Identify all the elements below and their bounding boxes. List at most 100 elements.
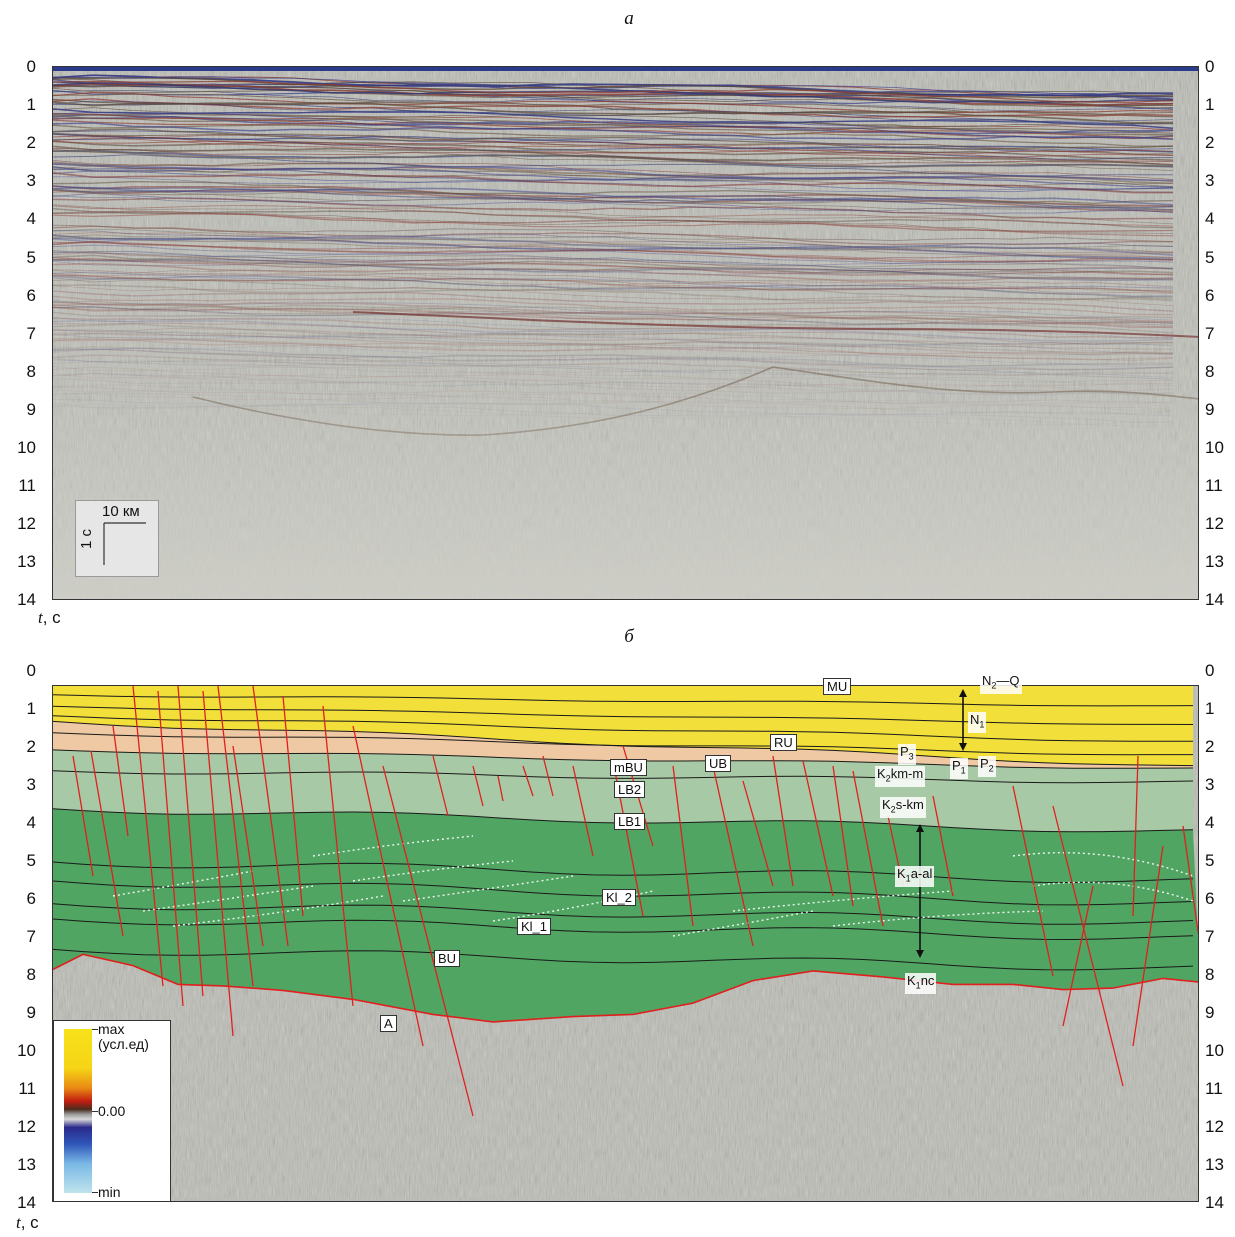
panel-b-left-tick: 8 [26,965,36,984]
fault-line [217,686,254,987]
fault-line [177,686,204,997]
basement-horizon-a [53,953,1198,1023]
panel-b-right-tick: 2 [1205,737,1215,756]
horizon-label-kl2: Kl_2 [602,889,637,906]
legend-zero-label: 0.00 [98,1103,126,1119]
panel-a-right-tick: 11 [1205,476,1223,496]
panel-b-right-tick: 13 [1205,1155,1224,1174]
panel-a-letter: а [624,8,634,29]
panel-b-left-tick: 10 [17,1041,36,1060]
panel-b-right-tick: 14 [1205,1193,1224,1212]
panel-a-left-tick: 10 [17,438,36,457]
panel-b-left-tick: 5 [26,851,36,870]
panel-b-right-tick: 5 [1205,851,1215,870]
panel-a-right-tick: 13 [1205,552,1224,572]
panel-a-left-tick: 9 [26,399,36,419]
panel-a-right-tick: 9 [1205,399,1215,419]
panel-b-right-tick: 7 [1205,927,1215,946]
panel-b-right-tick: 9 [1205,1003,1215,1022]
panel-b-left-tick: 4 [26,813,36,832]
panel-b-right-tick: 1 [1205,699,1215,718]
panel-a-left-tick: 8 [26,361,36,381]
fault-line [1052,805,1124,1087]
fault-line [112,725,129,837]
panel-b-right-tick: 11 [1205,1079,1223,1098]
fault-line [1182,825,1198,936]
panel-a-left-tick: 7 [26,323,36,343]
horizon-label-ru: RU [770,734,797,751]
fault-line [1132,755,1139,917]
fault-line [572,765,594,857]
panel-b-axis-unit: t, с [16,1213,39,1232]
panel-b-left-tick: 1 [26,699,36,718]
panel-a-left-tick: 14 [17,590,36,610]
fault-line [252,686,289,947]
strat-label-k2-s-km: K2s-km [880,797,926,818]
panel-b-left-tick: 13 [17,1155,36,1174]
panel-b-left-tick: 3 [26,775,36,794]
panel-a-left-tick: 0 [26,57,36,76]
panel-b-right-tick: 10 [1205,1041,1224,1060]
panel-a-right-tick: 4 [1205,209,1215,229]
scale-bar: 10 км 1 с [75,500,159,577]
fault-line [90,750,124,937]
fault-line [382,765,474,1117]
horizon-label-mu: MU [823,678,852,695]
panel-a-left-tick: 12 [17,514,36,534]
horizon-label-bu: BU [434,950,461,967]
fault-line [232,745,264,947]
fault-line [132,686,164,987]
legend-max-label: max [98,1021,125,1037]
legend-min-label: min [98,1184,121,1200]
horizon-label-lb2: LB2 [614,781,646,798]
panel-a-left-tick: 5 [26,247,36,267]
panel-a-right-tick: 7 [1205,323,1215,343]
panel-b-right-tick: 3 [1205,775,1215,794]
fault-line [672,765,694,927]
panel-a-right-tick: 12 [1205,514,1224,534]
panel-a-right-tick: 1 [1205,95,1215,115]
amplitude-colorbar [64,1029,92,1193]
fault-line [772,755,794,887]
fault-line [472,765,484,807]
fault-line [157,690,184,1007]
strat-label-k1-a-al: K1a-al [895,866,935,887]
panel-a-left-tick: 6 [26,285,36,305]
panel-b-left-tick: 0 [26,661,36,680]
panel-a-right-tick: 0 [1205,57,1215,76]
panel-a-left-tick: 2 [26,133,36,153]
fault-line [72,755,94,877]
fault-line [1132,845,1164,1047]
panel-a-left-tick: 11 [18,476,36,496]
panel-b-right-tick: 4 [1205,813,1215,832]
panel-b-left-tick: 6 [26,889,36,908]
panel-b-left-tick: 7 [26,927,36,946]
panel-a-left-tick: 4 [26,209,36,229]
panel-b-right-tick: 0 [1205,661,1215,680]
fault-line [932,795,954,897]
scale-vertical-label: 1 с [78,528,95,549]
panel-b-right-tick: 8 [1205,965,1215,984]
fault-line [282,695,304,917]
fault-line [802,760,834,897]
fault-line [322,705,354,1007]
strat-label-n2-q: N2—Q [980,673,1022,694]
panel-b-left-tick: 12 [17,1117,36,1136]
panel-a-right-tick: 3 [1205,171,1215,191]
panel-a-axis-unit: t, с [38,608,61,627]
panel-a-right-tick: 2 [1205,133,1215,153]
strat-label-k1-nc: K1nc [905,973,937,994]
horizon-label-lb1: LB1 [614,813,646,830]
panel-a-right-tick: 6 [1205,285,1215,305]
panel-a-right-tick: 14 [1205,590,1224,610]
panel-b-left-tick: 14 [17,1193,36,1212]
panel-a-seismic-image [53,67,1198,599]
fault-line [542,755,554,797]
fault-line [432,755,449,817]
strat-label-k2-km-m: K2km-m [875,766,926,787]
panel-b-right-tick: 12 [1205,1117,1224,1136]
horizon-label-a: A [380,1015,397,1032]
fault-line [1062,885,1094,1027]
panel-b-right-tick: 6 [1205,889,1215,908]
panel-b-letter: б [624,626,634,647]
